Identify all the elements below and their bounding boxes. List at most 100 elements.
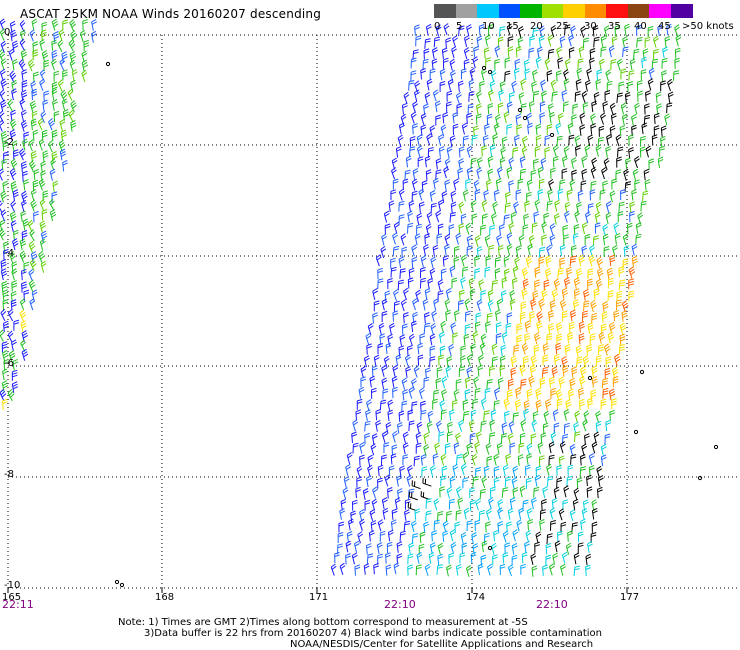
- wind-barb: [545, 554, 552, 566]
- wind-barb: [596, 69, 603, 81]
- wind-barb: [407, 222, 414, 234]
- wind-barb: [449, 135, 456, 148]
- wind-barb: [359, 441, 366, 454]
- island: [713, 444, 719, 450]
- wind-barb: [437, 223, 444, 235]
- wind-barb: [366, 343, 372, 355]
- wind-barb: [425, 510, 432, 522]
- wind-barb: [408, 420, 415, 432]
- wind-barb: [528, 375, 535, 388]
- wind-barb: [513, 201, 519, 214]
- wind-barb: [2, 139, 9, 151]
- wind-barb: [452, 111, 459, 124]
- wind-barb: [534, 541, 540, 553]
- wind-barb: [396, 474, 403, 487]
- wind-barb: [469, 67, 476, 80]
- wind-barb: [523, 59, 530, 71]
- wind-barb: [339, 562, 346, 575]
- wind-barb: [61, 98, 68, 111]
- wind-barb: [472, 331, 479, 344]
- wind-barb: [605, 212, 612, 225]
- wind-barb: [413, 455, 420, 467]
- wind-barb: [455, 378, 462, 390]
- wind-barb: [0, 68, 6, 81]
- wind-barb: [593, 288, 600, 300]
- wind-barb: [518, 234, 525, 247]
- wind-barb: [443, 166, 450, 179]
- wind-barb: [402, 454, 409, 466]
- island: [119, 582, 125, 588]
- wind-barb: [461, 542, 468, 554]
- wind-barb: [483, 47, 490, 59]
- wind-barb: [356, 398, 363, 410]
- wind-barb: [453, 256, 460, 268]
- wind-barb: [21, 190, 28, 203]
- wind-barb: [464, 323, 471, 335]
- wind-barb: [345, 540, 352, 553]
- wind-barb: [549, 299, 556, 312]
- wind-barb: [526, 443, 533, 456]
- wind-barb: [614, 24, 621, 37]
- wind-barb: [404, 498, 411, 510]
- wind-barb: [371, 387, 377, 399]
- wind-barb: [346, 452, 353, 465]
- wind-barb: [477, 563, 484, 575]
- wind-barb: [33, 168, 40, 181]
- wind-barb: [20, 339, 26, 352]
- wind-barb: [603, 157, 610, 170]
- wind-barb: [582, 355, 590, 368]
- wind-barb: [493, 400, 500, 411]
- wind-barb: [0, 190, 7, 203]
- wind-barb: [567, 530, 573, 542]
- wind-barb: [11, 140, 18, 153]
- wind-barb: [487, 103, 494, 115]
- wind-barb: [428, 551, 435, 564]
- wind-barb: [371, 365, 378, 377]
- wind-barb: [0, 119, 5, 132]
- wind-barb: [512, 147, 519, 158]
- wind-barb: [544, 146, 551, 159]
- wind-barb: [474, 189, 481, 201]
- wind-barb: [525, 255, 533, 268]
- wind-barb: [408, 333, 415, 346]
- wind-barb: [617, 146, 624, 158]
- wind-barb: [660, 125, 667, 137]
- wind-barb: [579, 112, 586, 125]
- wind-barb: [505, 191, 511, 203]
- wind-barb: [578, 254, 585, 267]
- wind-barb: [586, 344, 593, 356]
- scale-swatch: [627, 4, 650, 18]
- wind-barb: [532, 90, 540, 102]
- wind-barb: [547, 188, 554, 201]
- wind-barb: [535, 399, 542, 412]
- wind-barb: [587, 397, 594, 410]
- wind-barb: [569, 443, 576, 456]
- wind-barb: [411, 320, 417, 333]
- wind-barb: [20, 49, 28, 62]
- wind-barb: [516, 124, 522, 136]
- wind-barb: [20, 119, 28, 133]
- wind-barb: [7, 330, 14, 343]
- wind-barb: [53, 31, 60, 43]
- wind-barb: [415, 432, 422, 445]
- wind-barb: [507, 432, 514, 445]
- wind-barb: [540, 157, 547, 170]
- wind-barb: [418, 201, 425, 213]
- wind-barb: [571, 522, 578, 533]
- wind-barb: [424, 91, 431, 104]
- lon-label-165: 165: [2, 592, 22, 603]
- wind-barb: [591, 521, 598, 533]
- wind-barb: [70, 120, 77, 132]
- wind-barb: [590, 113, 596, 126]
- wind-barb: [544, 134, 551, 146]
- wind-barb: [375, 419, 382, 432]
- wind-barb: [615, 134, 622, 147]
- wind-barb: [0, 308, 7, 322]
- wind-barb: [560, 563, 566, 576]
- wind-barb: [420, 68, 426, 80]
- wind-barb: [637, 90, 643, 102]
- wind-barb: [614, 353, 621, 366]
- wind-barb: [81, 59, 89, 72]
- wind-barb: [497, 102, 504, 114]
- wind-barb: [381, 233, 388, 246]
